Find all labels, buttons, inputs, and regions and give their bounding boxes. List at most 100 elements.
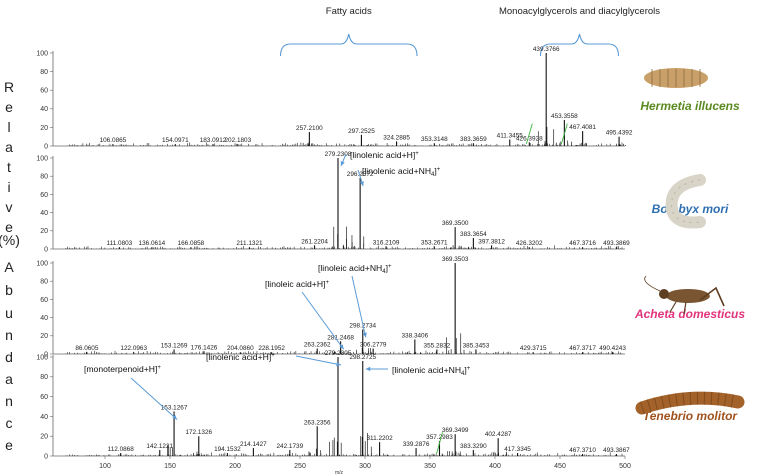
peak-label: 397.3812 xyxy=(478,238,505,245)
spectrum-panel: 0 20 40 60 80 100 112.0868 142.1221 153.1267 172.… xyxy=(36,350,738,460)
peak-label: 490.4243 xyxy=(599,345,626,352)
noise-lines xyxy=(65,333,623,354)
peak-label: 153.1267 xyxy=(161,404,188,411)
spectra-panels: 0 20 40 60 80 100 106.0865 154.0971 183.0912202.… xyxy=(36,46,745,460)
x-tick-label: 350 xyxy=(424,463,436,470)
y-tick-label: 60 xyxy=(40,297,48,304)
peak-label: 112.0868 xyxy=(108,446,135,453)
y-tick-label: 20 xyxy=(40,434,48,441)
peak-label: 106.0865 xyxy=(100,137,127,144)
marker-line xyxy=(560,123,568,145)
y-tick-label: 80 xyxy=(40,69,48,76)
ylabel-letter: t xyxy=(7,159,11,175)
y-tick-label: 80 xyxy=(40,174,48,181)
y-tick-label: 0 xyxy=(44,351,48,358)
y-tick-label: 0 xyxy=(44,143,48,150)
group-bracket xyxy=(279,33,418,57)
y-tick-label: 80 xyxy=(40,374,48,381)
ylabel-letter: v xyxy=(6,199,13,215)
ylabel-letter: b xyxy=(5,282,13,298)
peak-label: 166.0858 xyxy=(178,240,205,247)
larva-segment xyxy=(639,391,740,415)
y-tick-label: 80 xyxy=(40,279,48,286)
peak-label: 426.3202 xyxy=(516,240,543,247)
peak-label: 281.2468 xyxy=(327,334,354,341)
peak-label: 316.2109 xyxy=(373,239,400,246)
cricket-head xyxy=(659,289,669,299)
bombyx-larva-illustration xyxy=(665,174,706,229)
peak-label: 493.3869 xyxy=(603,240,630,247)
spectrum-panel: 0 20 40 60 80 100 86.0605 122.0963 153.1269 176.1… xyxy=(36,256,745,358)
peak-label: 385.3453 xyxy=(463,342,490,349)
group-label: Fatty acids xyxy=(326,6,372,17)
peak-label: 369.3500 xyxy=(442,220,469,227)
ylabel-letter: i xyxy=(7,179,10,195)
ylabel-letter: e xyxy=(5,219,13,235)
ylabel-letter: A xyxy=(4,259,14,275)
peak-label: 417.3345 xyxy=(504,446,531,453)
peak-label: 467.3717 xyxy=(569,345,596,352)
peak-label: 453.3558 xyxy=(551,113,578,120)
x-tick-label: 500 xyxy=(619,463,631,470)
peak-label: 279.2305 xyxy=(325,350,352,357)
peak-label: 176.1426 xyxy=(191,344,218,351)
peak-label: 263.2356 xyxy=(304,419,331,426)
peak-label: 306.2779 xyxy=(360,342,387,349)
y-tick-label: 40 xyxy=(40,106,48,113)
annotation-arrowhead xyxy=(172,414,178,420)
annotation-label: [linoleic acid+NH4]+ xyxy=(318,263,392,275)
cricket-body xyxy=(666,289,710,303)
annotation-arrow xyxy=(351,275,367,338)
peak-label: 353.3148 xyxy=(421,136,448,143)
peak-label: 298.2725 xyxy=(349,354,376,361)
peak-label: 383.3659 xyxy=(460,136,487,143)
tenebrio-mealworm-illustration xyxy=(635,391,745,415)
peak-label: 296.2572 xyxy=(347,171,374,178)
species-label: Bombyx mori xyxy=(652,202,729,216)
x-axis-label: m/z xyxy=(335,470,344,476)
annotation-label: [linolenic acid+H]+ xyxy=(350,150,419,160)
x-tick-label: 100 xyxy=(99,463,111,470)
ylabel-letter: n xyxy=(5,393,13,409)
peak-label: 214.1427 xyxy=(240,441,267,448)
peak-label: 261.2204 xyxy=(301,238,328,245)
noise-lines xyxy=(65,126,626,146)
peak-label: 211.1321 xyxy=(236,240,263,247)
peak-label: 204.0860 xyxy=(227,345,254,352)
annotation-arrow xyxy=(130,377,178,420)
acheta-cricket-illustration xyxy=(644,275,725,315)
cricket-leg xyxy=(669,301,687,315)
peak-label: 383.3290 xyxy=(460,443,487,450)
peak-label: 355.2832 xyxy=(424,342,451,349)
x-tick-label: 450 xyxy=(554,463,566,470)
ylabel-letter: c xyxy=(6,415,13,431)
noise-lines xyxy=(65,226,623,249)
annotation-arrow xyxy=(295,355,342,366)
larva-body xyxy=(665,174,706,229)
spectrum-panel: 0 20 40 60 80 100 106.0865 154.0971 183.0912202.… xyxy=(36,46,740,150)
peak-label: 495.4392 xyxy=(606,130,633,137)
peak-label: 142.1221 xyxy=(146,443,173,450)
group-label: Monoacylglycerols and diacylglycerols xyxy=(499,6,660,17)
spectrum-panel: 0 20 40 60 80 100 111.0803 136.0614 166.0858 211.… xyxy=(36,150,729,253)
annotation-arrow xyxy=(301,291,345,350)
hermetia-larva-illustration xyxy=(644,68,708,88)
ylabel-letter: l xyxy=(7,119,10,135)
peak-label: 311.2202 xyxy=(366,435,393,442)
annotation-arrowhead xyxy=(339,344,344,350)
peak-label: 467.4081 xyxy=(569,124,596,131)
peak-label: 297.2525 xyxy=(348,128,375,135)
peak-label: 357.2983 xyxy=(426,434,453,441)
y-tick-label: 40 xyxy=(40,210,48,217)
annotation-arrowhead xyxy=(340,161,345,166)
y-tick-label: 20 xyxy=(40,125,48,132)
y-tick-label: 60 xyxy=(40,192,48,199)
annotation-arrowhead xyxy=(359,181,364,187)
peak-label: 411.3455 xyxy=(497,132,524,139)
y-tick-label: 60 xyxy=(40,394,48,401)
y-tick-label: 100 xyxy=(36,354,48,361)
marker-line xyxy=(525,123,533,145)
peak-label: 122.0963 xyxy=(120,345,147,352)
ylabel-letter: R xyxy=(4,79,14,95)
